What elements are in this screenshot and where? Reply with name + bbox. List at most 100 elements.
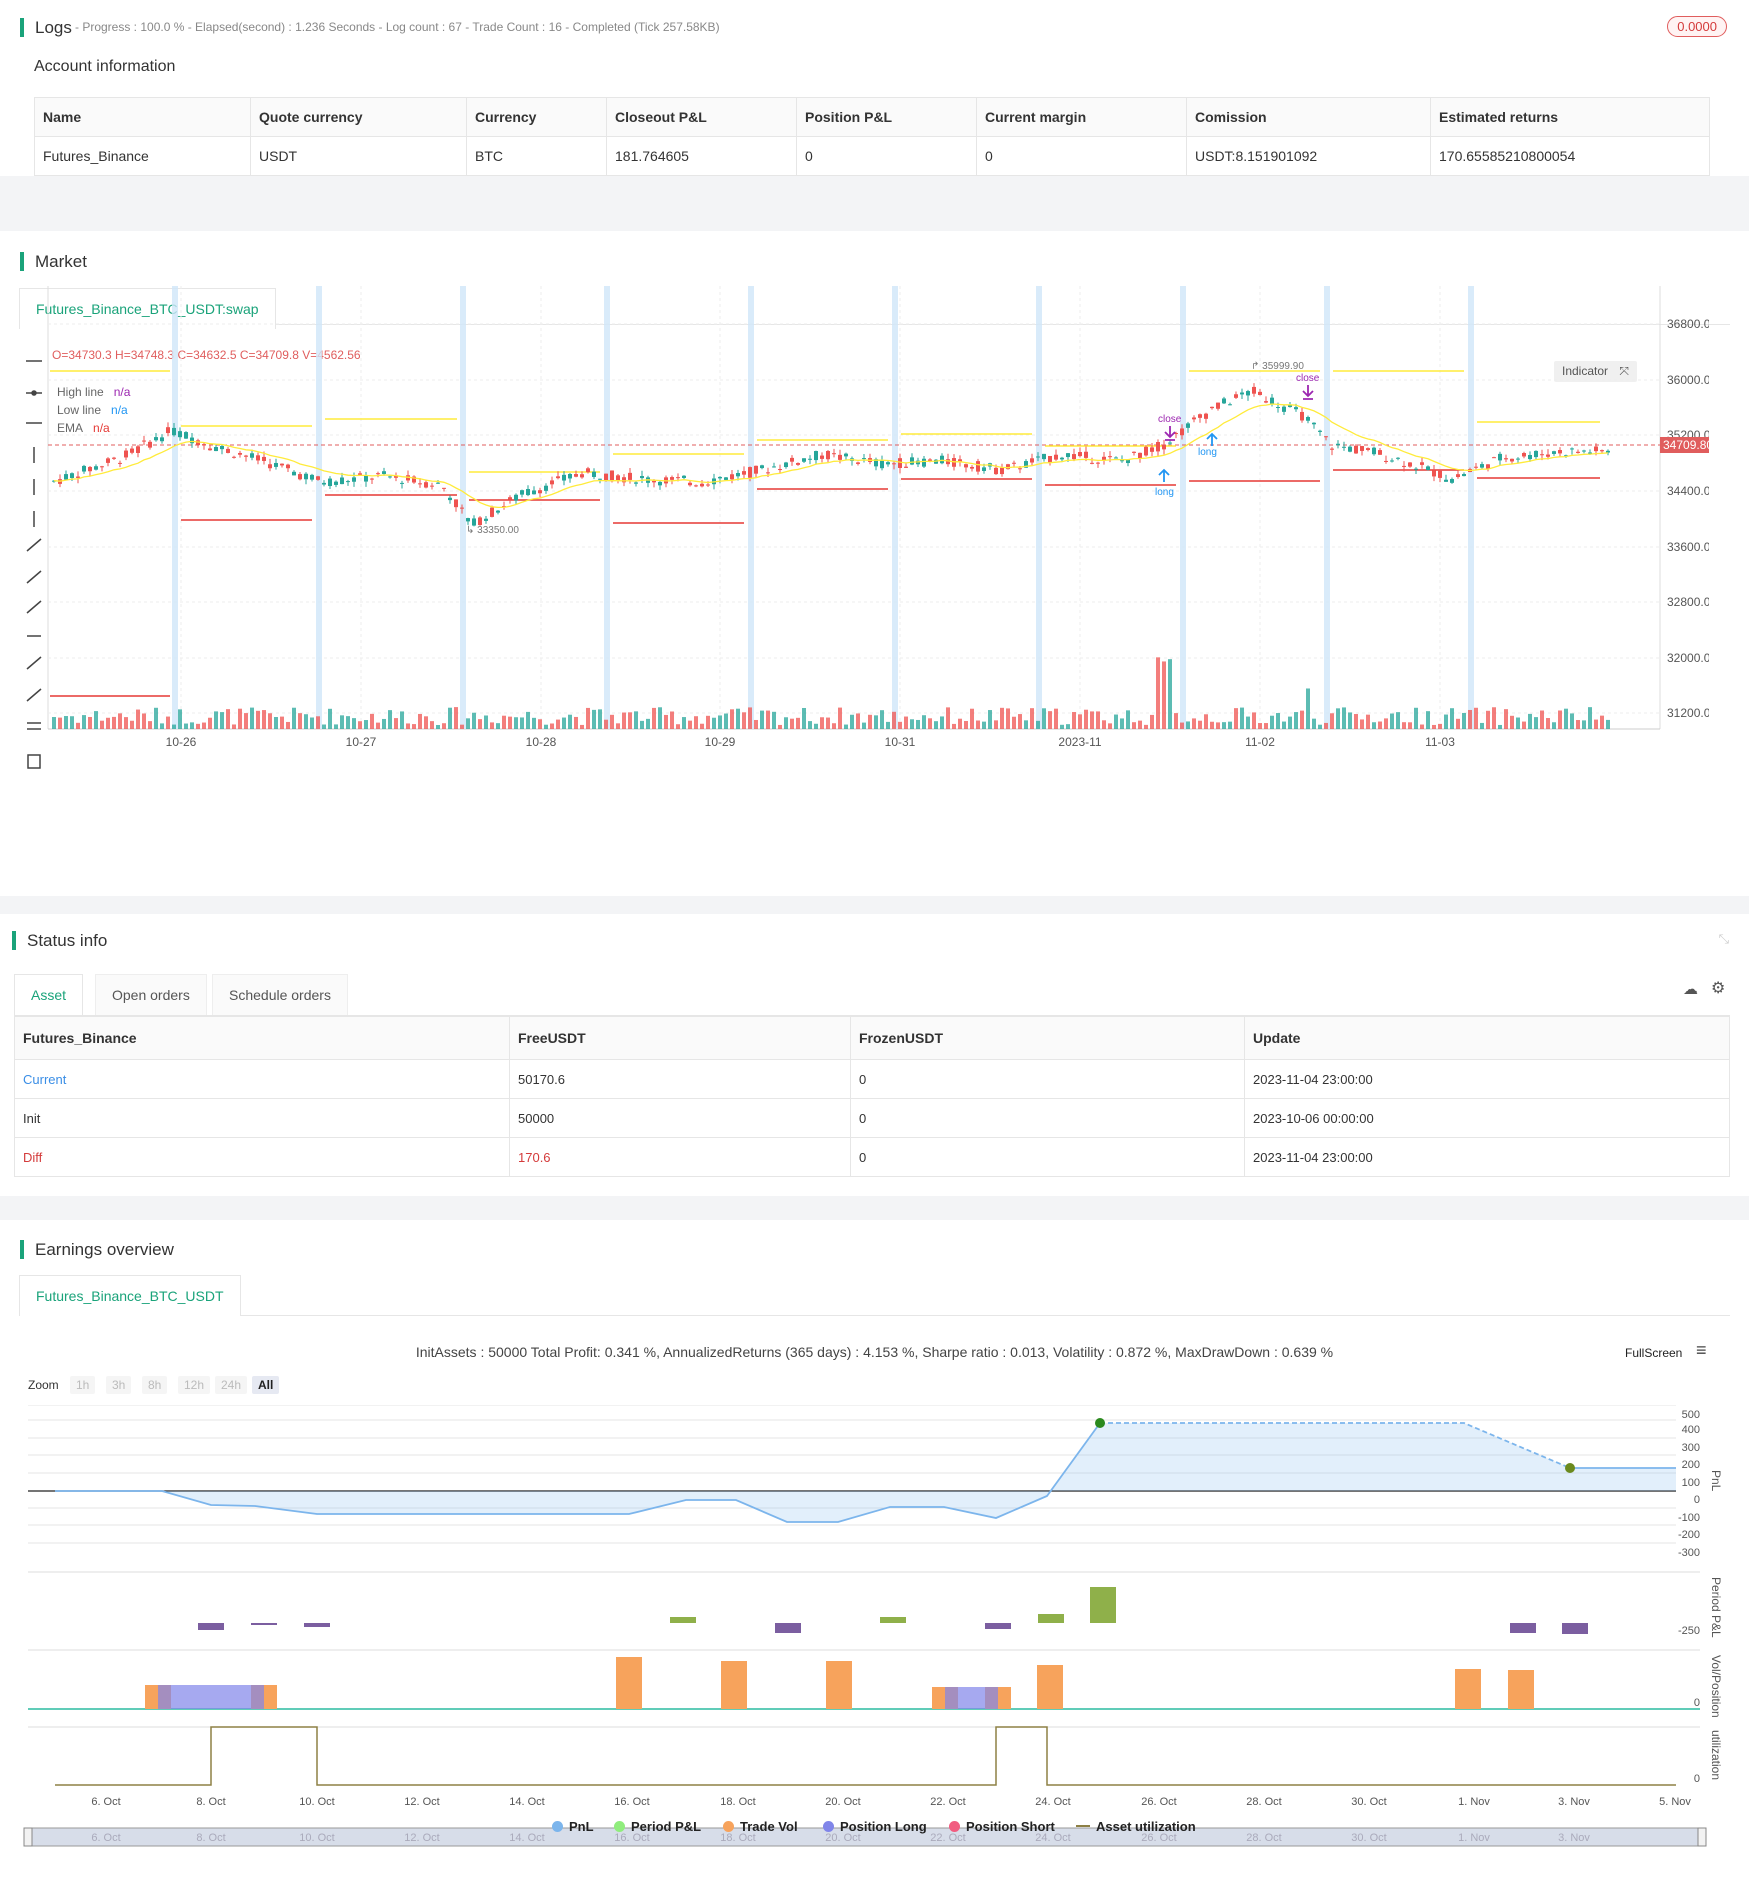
zoom-1h[interactable]: 1h [70, 1376, 96, 1394]
volume-bar [1072, 712, 1076, 729]
candle-body [1276, 406, 1280, 408]
candle-body [772, 466, 776, 468]
zoom-8h[interactable]: 8h [142, 1376, 168, 1394]
svg-text:31200.00: 31200.00 [1667, 706, 1709, 720]
zoom-all[interactable]: All [252, 1376, 280, 1394]
candle-body [634, 482, 638, 484]
candle-body [76, 476, 80, 478]
legend-position-short[interactable]: Position Short [949, 1819, 1055, 1834]
candle-body [1042, 453, 1046, 460]
volume-bar [1168, 659, 1172, 729]
volume-bar [490, 722, 494, 729]
volume-bar [808, 721, 812, 729]
tab-schedule-orders[interactable]: Schedule orders [212, 974, 348, 1015]
candle-body [682, 475, 686, 478]
volume-bar [790, 718, 794, 729]
candle-body [760, 465, 764, 469]
volume-bar [988, 710, 992, 729]
candle-body [1306, 417, 1310, 421]
menu-icon[interactable]: ≡ [1696, 1340, 1707, 1360]
legend-period-pnl[interactable]: Period P&L [614, 1819, 701, 1834]
drawing-tools-icons[interactable] [24, 351, 44, 791]
zoom-12h[interactable]: 12h [178, 1376, 211, 1394]
volume-bar [148, 721, 152, 729]
candle-body [1150, 447, 1154, 452]
cell-update: 2023-11-04 23:00:00 [1244, 1059, 1730, 1099]
fullscreen-button[interactable]: FullScreen [1625, 1346, 1682, 1360]
volume-bar [1234, 708, 1238, 729]
candle-body [1108, 456, 1112, 458]
candle-body [580, 474, 584, 478]
candle-body [1174, 433, 1178, 435]
navigator-left-handle [23, 1827, 33, 1847]
market-panel: Market Futures_Binance_BTC_USDT:swap O=3… [0, 231, 1749, 896]
svg-text:10. Oct: 10. Oct [299, 1832, 334, 1844]
candle-body [178, 431, 182, 438]
svg-text:12. Oct: 12. Oct [404, 1796, 439, 1808]
candle-body [574, 474, 578, 477]
candle-body [1264, 401, 1268, 403]
candlestick-chart[interactable]: ↱ 35999.90 ↳ 33350.00 close close long l… [0, 286, 1709, 886]
volume-bar [196, 723, 200, 729]
candle-body [154, 437, 158, 441]
volume-bar [886, 721, 890, 729]
volume-bar [1540, 710, 1544, 729]
volume-bar [1552, 722, 1556, 729]
volume-bar [1594, 719, 1598, 729]
annotation-long-1: long [1155, 487, 1174, 498]
tab-earnings-symbol[interactable]: Futures_Binance_BTC_USDT [19, 1275, 241, 1316]
indicator-button[interactable]: Indicator ⤧ [1554, 361, 1637, 382]
volume-bar [754, 719, 758, 729]
col-frozen-usdt: FrozenUSDT [850, 1016, 1245, 1060]
svg-text:8. Oct: 8. Oct [196, 1832, 225, 1844]
volume-bar [826, 717, 830, 729]
candle-body [226, 448, 230, 453]
account-table-grid: Name Quote currency Currency Closeout P&… [34, 97, 1710, 176]
tab-open-orders[interactable]: Open orders [95, 974, 207, 1015]
candle-body [796, 463, 800, 465]
legend-pnl[interactable]: PnL [552, 1819, 594, 1834]
cloud-download-icon[interactable]: ☁ [1683, 981, 1698, 998]
legend-asset-utilization[interactable]: Asset utilization [1076, 1819, 1196, 1834]
candle-body [1384, 460, 1388, 462]
volume-bar [1546, 718, 1550, 729]
candle-body [1588, 452, 1592, 454]
volume-bar [1558, 710, 1562, 729]
volume-bar [58, 717, 62, 729]
zoom-24h[interactable]: 24h [215, 1376, 248, 1394]
volume-bar [1264, 723, 1268, 729]
tab-market-symbol[interactable]: Futures_Binance_BTC_USDT:swap [19, 288, 276, 329]
earnings-chart[interactable]: 500 400 300 200 100 0 -100 -200 -300 PnL… [0, 1405, 1749, 1865]
collapse-icon[interactable]: ⤡ [1718, 931, 1729, 946]
volume-bar [928, 718, 932, 729]
candle-body [1084, 451, 1088, 458]
indicator-label: Indicator [1562, 364, 1609, 378]
svg-text:10-29: 10-29 [705, 735, 736, 749]
volume-bar [1528, 713, 1532, 729]
svg-text:10-27: 10-27 [346, 735, 377, 749]
volume-bar [580, 724, 584, 729]
volume-bar [964, 720, 968, 729]
candle-body [1048, 455, 1052, 463]
candle-body [472, 518, 476, 526]
candle-body [250, 453, 254, 458]
candle-body [994, 467, 998, 475]
candle-body [1198, 414, 1202, 418]
zoom-3h[interactable]: 3h [106, 1376, 132, 1394]
candle-body [100, 466, 104, 468]
volume-bar [1318, 724, 1322, 729]
volume-bar [166, 716, 170, 729]
legend-position-long[interactable]: Position Long [823, 1819, 927, 1834]
legend-trade-vol[interactable]: Trade Vol [723, 1819, 798, 1834]
volume-bar [1174, 713, 1178, 729]
asset-header-row: Futures_Binance FreeUSDT FrozenUSDT Upda… [14, 1016, 1730, 1060]
candle-body [736, 473, 740, 477]
volume-bar [1336, 708, 1340, 729]
candle-body [424, 482, 428, 488]
tab-asset[interactable]: Asset [14, 974, 84, 1015]
volume-bar [802, 707, 806, 729]
settings-gear-icon[interactable]: ⚙ [1711, 980, 1726, 997]
candle-body [1546, 454, 1550, 457]
volume-bar [1186, 721, 1190, 729]
volume-bar [424, 716, 428, 729]
